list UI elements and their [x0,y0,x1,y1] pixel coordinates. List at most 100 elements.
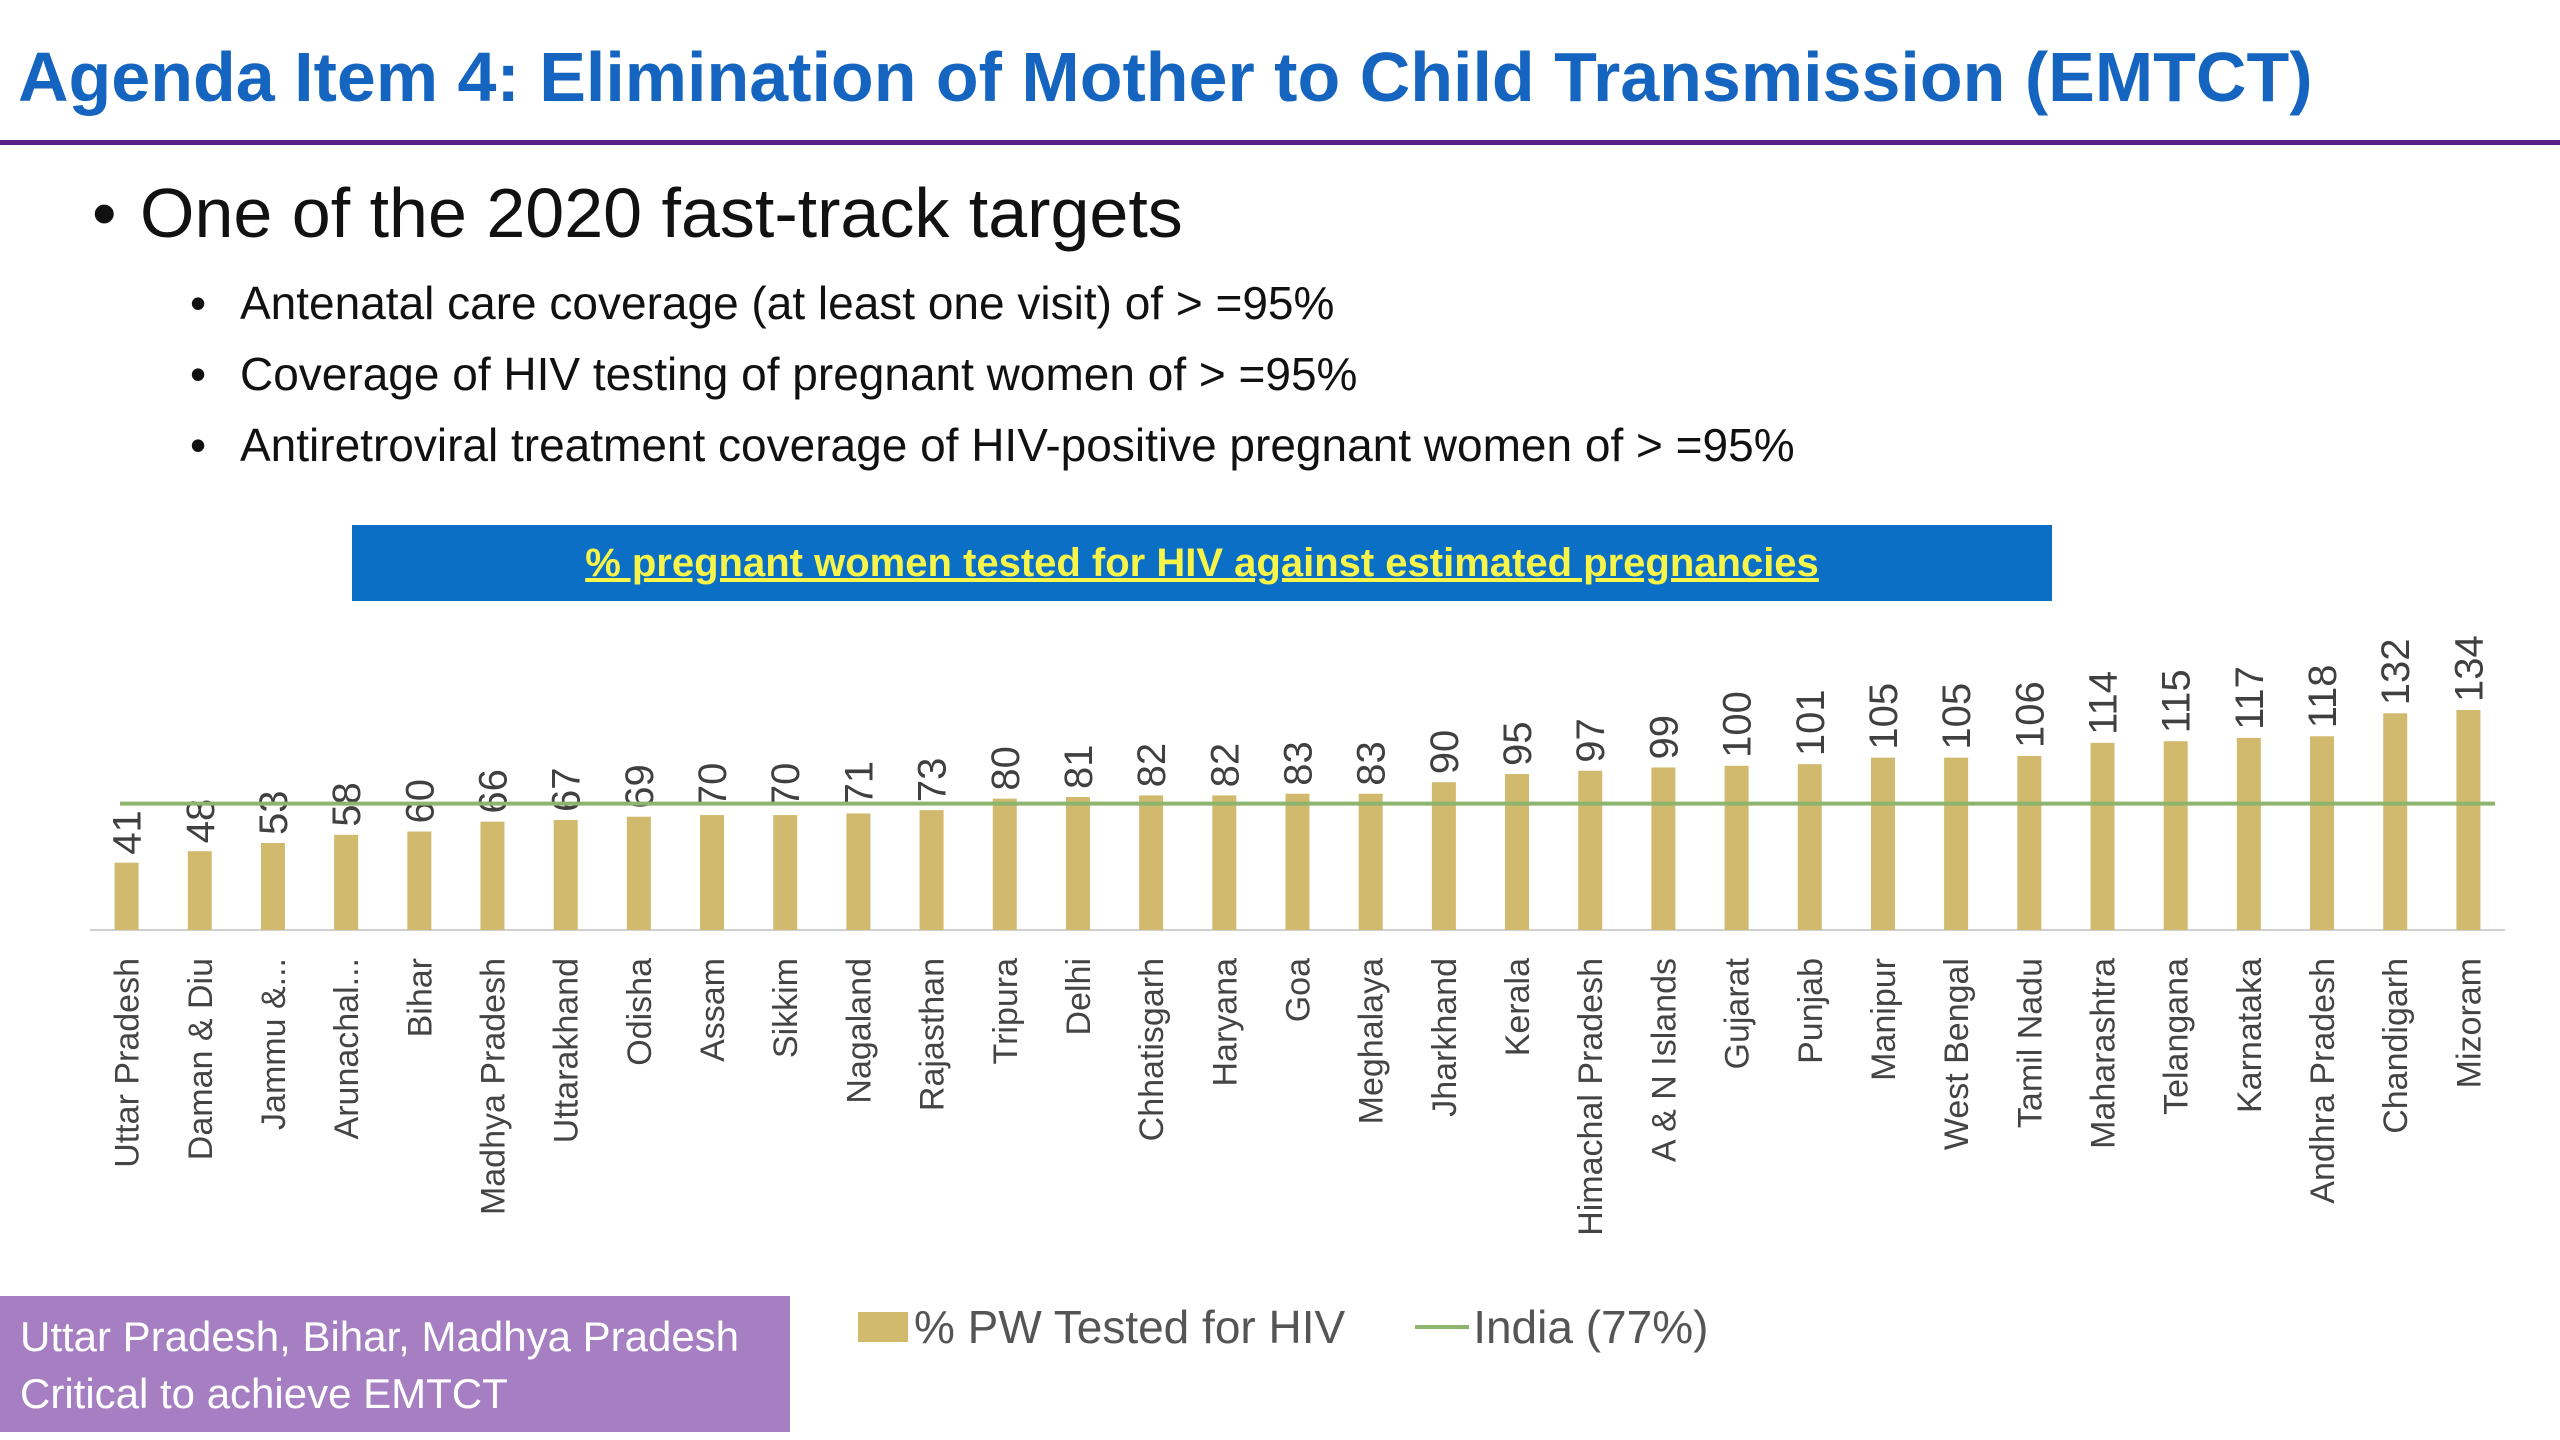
x-tick-label: Uttar Pradesh [109,958,147,1168]
bar [2236,737,2261,930]
bar-data-label: 83 [1350,741,1394,786]
x-tick-label: Haryana [1206,958,1244,1087]
x-tick-label: Maharashtra [2085,958,2123,1149]
bar [1285,793,1310,930]
x-tick-label: Gujarat [1719,957,1757,1069]
bar [2383,713,2408,930]
x-tick-label: Jharkhand [1426,958,1464,1117]
bullet-dot-icon: • [190,419,207,471]
sub-bullet-text: Coverage of HIV testing of pregnant wome… [240,348,1358,400]
bar-data-label: 71 [837,761,881,806]
bar-data-label: 105 [1935,683,1979,750]
bar-data-label: 105 [1862,683,1906,750]
slide-title: Agenda Item 4: Elimination of Mother to … [18,38,2313,116]
x-tick-label: Kerala [1499,958,1537,1056]
bar [2090,742,2115,930]
x-tick-label: Madhya Pradesh [475,958,513,1215]
x-tick-label: Jammu &... [255,958,293,1130]
bar-data-label: 95 [1496,722,1540,767]
x-tick-label: Andhra Pradesh [2304,958,2342,1204]
bar [1212,795,1237,930]
bar [1870,757,1895,930]
bar [407,831,432,930]
bar-data-label: 69 [618,764,662,809]
x-tick-label: Mizoram [2450,958,2488,1088]
sub-bullet-text: Antenatal care coverage (at least one vi… [240,277,1335,329]
chart-title: % pregnant women tested for HIV against … [585,540,1819,585]
sub-bullet: • Coverage of HIV testing of pregnant wom… [190,341,1795,412]
bar [1431,782,1456,930]
x-tick-label: Punjab [1792,958,1830,1064]
critical-states-callout: Uttar Pradesh, Bihar, Madhya Pradesh Cri… [0,1296,790,1432]
bar-data-label: 117 [2228,666,2272,730]
bullet-dot-icon: • [190,348,207,400]
bar-data-label: 70 [691,763,735,808]
main-bullet-text: One of the 2020 fast-track targets [140,174,1183,252]
bar-data-label: 106 [2008,681,2052,748]
sub-bullet-list: • Antenatal care coverage (at least one v… [190,270,1795,483]
title-divider [0,140,2560,145]
x-tick-label: A & N Islands [1645,958,1683,1162]
x-tick-label: Odisha [621,958,659,1066]
sub-bullet-text: Antiretroviral treatment coverage of HIV… [240,419,1795,471]
bar-data-label: 73 [911,758,955,803]
legend-line-swatch [1415,1325,1470,1329]
bar-data-label: 82 [1203,743,1247,788]
bar [1139,795,1164,930]
bar [773,815,798,930]
bar [480,821,505,930]
bullet-dot-icon: • [190,277,207,329]
bar [1944,757,1969,930]
legend-series-label: % PW Tested for HIV [914,1301,1346,1353]
bullet-dot-icon: • [92,174,117,252]
bar [553,820,578,930]
legend-bar-swatch [858,1312,908,1342]
bar-data-label: 80 [984,746,1028,791]
x-tick-label: Bihar [401,958,439,1037]
bar [1651,767,1676,930]
bar-data-label: 66 [472,769,516,814]
x-tick-label: Daman & Diu [182,958,220,1160]
x-tick-label: Telangana [2158,958,2196,1115]
bar [2163,741,2188,930]
bar [1358,793,1383,930]
bar [626,816,651,930]
chart-title-banner: % pregnant women tested for HIV against … [352,525,2052,601]
x-tick-label: Chandigarh [2377,958,2415,1134]
bar [1797,764,1822,930]
x-tick-label: Arunachal... [328,958,366,1139]
x-tick-label: Uttarakhand [548,958,586,1143]
bar-data-label: 83 [1277,741,1321,786]
bar [2017,755,2042,930]
x-tick-label: Rajasthan [914,958,952,1111]
x-tick-label: Himachal Pradesh [1572,958,1610,1236]
bar [2456,710,2481,930]
sub-bullet: • Antenatal care coverage (at least one v… [190,270,1795,341]
bar [1505,774,1530,930]
x-tick-label: Meghalaya [1353,958,1391,1124]
bar-data-label: 114 [2082,671,2126,735]
main-bullet: • One of the 2020 fast-track targets [92,168,1183,258]
bar-data-label: 48 [179,799,223,844]
x-tick-label: West Bengal [1938,958,1976,1150]
x-tick-label: Tripura [987,958,1025,1065]
x-tick-label: Manipur [1865,958,1903,1081]
sub-bullet: • Antiretroviral treatment coverage of HI… [190,412,1795,483]
x-tick-label: Assam [694,958,732,1062]
bar-data-label: 118 [2301,664,2345,728]
bar-data-label: 60 [398,779,442,824]
bar-data-label: 90 [1423,730,1467,775]
bar [114,862,139,930]
bar [260,842,285,930]
bar [2310,736,2335,930]
legend-reference-label: India (77%) [1473,1301,1709,1353]
bar [1065,797,1090,930]
bar-data-label: 41 [106,810,150,855]
bar-data-label: 134 [2447,635,2491,702]
bar-data-label: 100 [1716,691,1760,758]
bar [1724,765,1749,930]
callout-line-1: Uttar Pradesh, Bihar, Madhya Pradesh [20,1313,740,1360]
callout-line-2: Critical to achieve EMTCT [20,1370,508,1417]
bar-data-label: 53 [252,790,296,835]
